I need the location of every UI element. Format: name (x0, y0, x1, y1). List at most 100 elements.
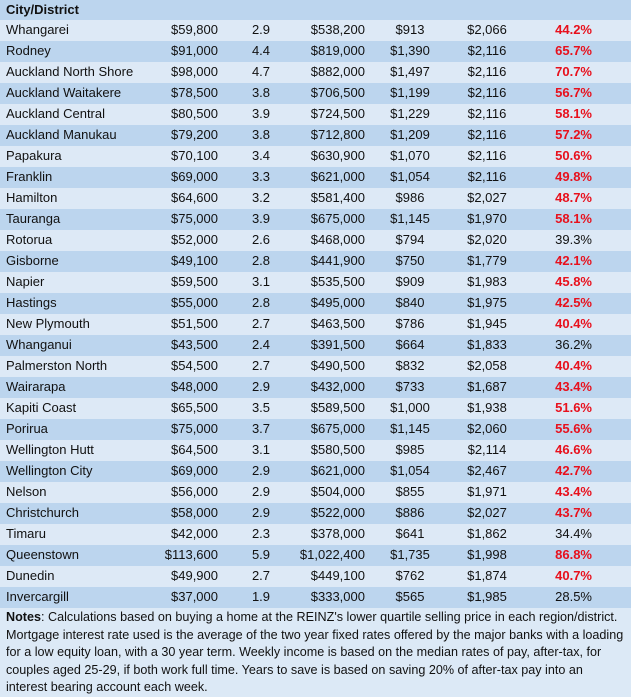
percent-cell: 43.4% (555, 484, 592, 499)
percent-cell: 58.1% (555, 106, 592, 121)
years-cell: 1.9 (251, 589, 271, 604)
percent-cell: 55.6% (555, 421, 592, 436)
weekly-income-cell: $1,975 (467, 295, 507, 310)
table-row: Napier $59,500 3.1 $535,500 $909 $1,983 45.8% (0, 272, 631, 293)
weekly-mortgage-cell: $750 (395, 253, 425, 268)
city-cell: Kapiti Coast (6, 400, 77, 415)
city-cell: Auckland North Shore (6, 64, 134, 79)
city-cell: Gisborne (6, 253, 59, 268)
price-cell: $621,000 (310, 169, 365, 184)
table-row: Palmerston North $54,500 2.7 $490,500 $832 $2… (0, 356, 631, 377)
price-cell: $581,400 (310, 190, 365, 205)
percent-cell: 46.6% (555, 442, 592, 457)
percent-cell: 48.7% (555, 190, 592, 205)
table-body: Whangarei $59,800 2.9 $538,200 $913 $2,066 44.… (0, 20, 631, 608)
price-cell: $538,200 (310, 22, 365, 37)
table-row: Rodney $91,000 4.4 $819,000 $1,390 $2,116 65.7… (0, 41, 631, 62)
table-row: Tauranga $75,000 3.9 $675,000 $1,145 $1,970 58… (0, 209, 631, 230)
table-row: Timaru $42,000 2.3 $378,000 $641 $1,862 34.4% (0, 524, 631, 545)
weekly-mortgage-cell: $913 (395, 22, 425, 37)
city-cell: Whangarei (6, 22, 69, 37)
income-cell: $37,000 (171, 589, 218, 604)
table-row: Auckland Central $80,500 3.9 $724,500 $1,229… (0, 104, 631, 125)
table-row: Auckland Manukau $79,200 3.8 $712,800 $1,209… (0, 125, 631, 146)
income-cell: $54,500 (171, 358, 218, 373)
income-cell: $48,000 (171, 379, 218, 394)
price-cell: $378,000 (310, 526, 365, 541)
weekly-mortgage-cell: $1,229 (390, 106, 430, 121)
city-cell: Christchurch (6, 505, 79, 520)
city-cell: Wellington City (6, 463, 93, 478)
years-cell: 3.8 (251, 127, 271, 142)
weekly-income-cell: $2,020 (467, 232, 507, 247)
table-row: Auckland North Shore $98,000 4.7 $882,000 $1… (0, 62, 631, 83)
city-cell: Franklin (6, 169, 53, 184)
years-cell: 3.8 (251, 85, 271, 100)
income-cell: $69,000 (171, 169, 218, 184)
weekly-income-cell: $2,116 (467, 43, 507, 58)
percent-cell: 40.7% (555, 568, 592, 583)
table-row: Papakura $70,100 3.4 $630,900 $1,070 $2,116 50… (0, 146, 631, 167)
weekly-mortgage-cell: $794 (395, 232, 425, 247)
years-cell: 3.1 (251, 442, 271, 457)
years-cell: 3.9 (251, 211, 271, 226)
price-cell: $535,500 (310, 274, 365, 289)
table-row: Christchurch $58,000 2.9 $522,000 $886 $2,027… (0, 503, 631, 524)
weekly-mortgage-cell: $855 (395, 484, 425, 499)
city-cell: Tauranga (6, 211, 61, 226)
weekly-income-cell: $1,985 (467, 589, 507, 604)
years-cell: 2.9 (251, 22, 271, 37)
notes-text: : Calculations based on buying a home at… (6, 610, 624, 695)
percent-cell: 43.7% (555, 505, 592, 520)
weekly-income-cell: $2,027 (467, 190, 507, 205)
income-cell: $43,500 (171, 337, 218, 352)
weekly-mortgage-cell: $1,000 (390, 400, 430, 415)
weekly-mortgage-cell: $1,070 (390, 148, 430, 163)
weekly-mortgage-cell: $909 (395, 274, 425, 289)
percent-cell: 34.4% (555, 526, 592, 541)
percent-cell: 56.7% (555, 85, 592, 100)
income-cell: $64,600 (171, 190, 218, 205)
city-cell: Invercargill (6, 589, 69, 604)
income-cell: $78,500 (171, 85, 218, 100)
weekly-income-cell: $1,779 (467, 253, 507, 268)
percent-cell: 40.4% (555, 358, 592, 373)
price-cell: $522,000 (310, 505, 365, 520)
table-row: Queenstown $113,600 5.9 $1,022,400 $1,735 $1,… (0, 545, 631, 566)
income-cell: $51,500 (171, 316, 218, 331)
price-cell: $333,000 (310, 589, 365, 604)
years-cell: 2.9 (251, 463, 271, 478)
price-cell: $495,000 (310, 295, 365, 310)
percent-cell: 42.7% (555, 463, 592, 478)
income-cell: $65,500 (171, 400, 218, 415)
table-row: Hamilton $64,600 3.2 $581,400 $986 $2,027 48.7… (0, 188, 631, 209)
percent-cell: 70.7% (555, 64, 592, 79)
weekly-mortgage-cell: $1,145 (390, 211, 430, 226)
income-cell: $55,000 (171, 295, 218, 310)
price-cell: $1,022,400 (299, 547, 365, 562)
table-row: Whangarei $59,800 2.9 $538,200 $913 $2,066 44.… (0, 20, 631, 41)
city-cell: Wairarapa (6, 379, 66, 394)
income-cell: $52,000 (171, 232, 218, 247)
weekly-mortgage-cell: $1,199 (390, 85, 430, 100)
weekly-mortgage-cell: $1,735 (390, 547, 430, 562)
percent-cell: 50.6% (555, 148, 592, 163)
table-row: Franklin $69,000 3.3 $621,000 $1,054 $2,116 49… (0, 167, 631, 188)
percent-cell: 57.2% (555, 127, 592, 142)
weekly-income-cell: $1,998 (467, 547, 507, 562)
income-cell: $79,200 (171, 127, 218, 142)
income-cell: $58,000 (171, 505, 218, 520)
years-cell: 2.9 (251, 484, 271, 499)
table-row: Whanganui $43,500 2.4 $391,500 $664 $1,833 36.… (0, 335, 631, 356)
years-cell: 3.7 (251, 421, 271, 436)
weekly-income-cell: $1,874 (467, 568, 507, 583)
weekly-mortgage-cell: $1,054 (390, 169, 430, 184)
weekly-income-cell: $2,116 (467, 85, 507, 100)
weekly-income-cell: $2,116 (467, 127, 507, 142)
income-cell: $59,800 (171, 22, 218, 37)
income-cell: $98,000 (171, 64, 218, 79)
city-cell: Papakura (6, 148, 62, 163)
income-cell: $56,000 (171, 484, 218, 499)
income-cell: $49,100 (171, 253, 218, 268)
weekly-mortgage-cell: $786 (395, 316, 425, 331)
